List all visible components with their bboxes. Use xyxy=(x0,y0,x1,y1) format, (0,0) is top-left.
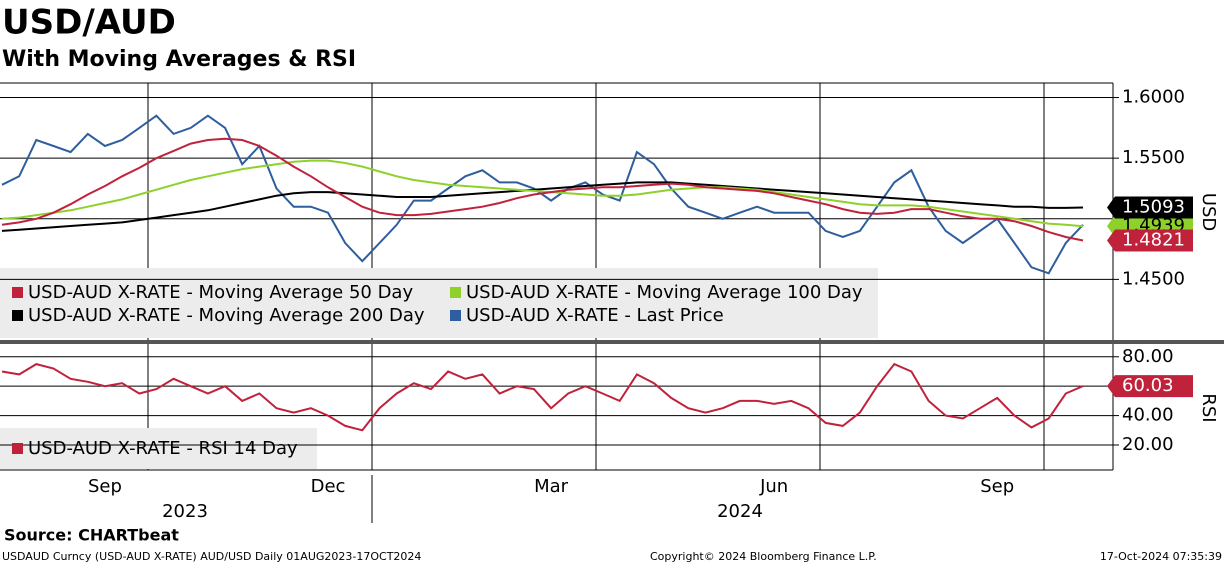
last-tag xyxy=(1107,229,1193,252)
panel-separator xyxy=(0,340,1224,344)
last-tag xyxy=(1107,196,1193,219)
x-tick-label: Dec xyxy=(311,476,346,497)
x-tick-label: Mar xyxy=(534,476,569,497)
last-tag-label: 1.4821 xyxy=(1122,229,1185,250)
last-tag-label: 60.03 xyxy=(1122,375,1174,396)
series-line xyxy=(1,159,1084,228)
y-tick-label: 40.00 xyxy=(1122,405,1174,426)
legend-label: USD-AUD X-RATE - Moving Average 50 Day xyxy=(28,282,413,303)
legend-swatch xyxy=(450,310,461,321)
legend-box xyxy=(0,268,878,338)
footer-center: Copyright© 2024 Bloomberg Finance L.P. xyxy=(650,550,877,563)
y-axis-title: RSI xyxy=(1198,393,1219,422)
chart-subtitle: With Moving Averages & RSI xyxy=(2,47,356,72)
year-label: 2024 xyxy=(717,501,763,522)
series-line xyxy=(1,181,1084,232)
legend-swatch xyxy=(12,310,23,321)
footer-left: USDAUD Curncy (USD-AUD X-RATE) AUD/USD D… xyxy=(2,550,421,563)
legend-swatch xyxy=(12,443,23,454)
legend-label: USD-AUD X-RATE - Moving Average 100 Day xyxy=(466,282,863,303)
y-tick-label: 1.5500 xyxy=(1122,147,1185,168)
y-axis-title: USD xyxy=(1198,193,1219,231)
x-tick-label: Sep xyxy=(980,476,1014,497)
x-tick-label: Sep xyxy=(88,476,122,497)
y-tick-label: 80.00 xyxy=(1122,346,1174,367)
legend-box xyxy=(0,428,317,469)
y-tick-label: 20.00 xyxy=(1122,434,1174,455)
series-line xyxy=(1,114,1084,275)
legend-swatch xyxy=(12,287,23,298)
y-tick-label: 1.6000 xyxy=(1122,87,1185,108)
legend-label: USD-AUD X-RATE - RSI 14 Day xyxy=(28,438,298,459)
legend-label: USD-AUD X-RATE - Moving Average 200 Day xyxy=(28,305,425,326)
legend-swatch xyxy=(450,287,461,298)
series-line xyxy=(1,137,1084,242)
last-tag-label: 1.5093 xyxy=(1122,196,1185,217)
legend-label: USD-AUD X-RATE - Last Price xyxy=(466,305,724,326)
y-tick-label: 1.4500 xyxy=(1122,268,1185,289)
last-tag xyxy=(1107,375,1193,398)
source: Source: CHARTbeat xyxy=(4,526,179,545)
year-label: 2023 xyxy=(162,501,208,522)
footer-right: 17-Oct-2024 07:35:39 xyxy=(1100,550,1222,563)
x-tick-label: Jun xyxy=(759,476,788,497)
series-line xyxy=(1,362,1084,432)
chart-title: USD/AUD xyxy=(2,3,176,43)
